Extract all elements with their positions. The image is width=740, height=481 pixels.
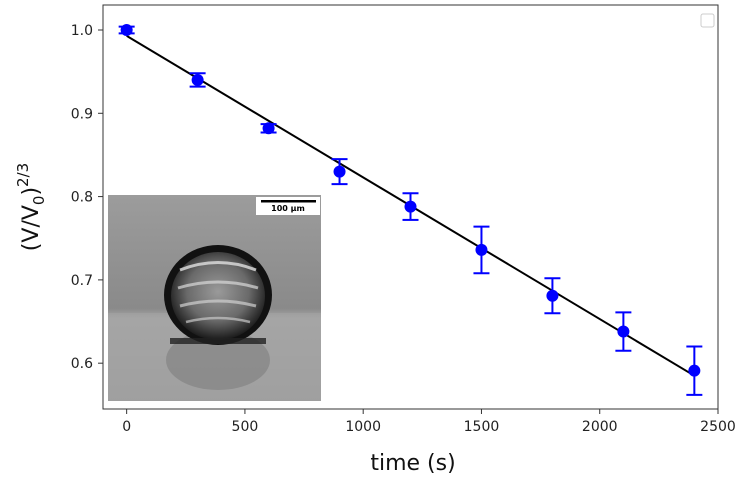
data-point (475, 243, 488, 256)
y-axis-title-main: (V/V (19, 205, 44, 251)
y-tick-label: 0.6 (71, 356, 93, 372)
y-tick-label: 0.7 (71, 273, 93, 289)
data-point (688, 364, 701, 377)
y-axis-title: (V/V0)2/3 (14, 163, 48, 251)
y-tick-label: 0.9 (71, 106, 93, 122)
scale-bar-label: 100 μm (271, 204, 305, 213)
data-point (333, 165, 346, 178)
y-tick-label: 0.8 (71, 190, 93, 206)
svg-text:(V/V0)2/3: (V/V0)2/3 (14, 163, 48, 251)
scale-bar (261, 200, 316, 203)
data-point (191, 73, 204, 86)
x-tick-label: 1500 (464, 419, 500, 435)
data-point (404, 200, 417, 213)
data-point (120, 23, 133, 36)
x-tick-label: 2000 (582, 419, 618, 435)
y-tick-label: 1.0 (71, 23, 93, 39)
x-tick-label: 500 (232, 419, 259, 435)
y-axis-ticks: 0.6 0.7 0.8 0.9 1.0 (71, 23, 103, 372)
data-points-layer (118, 23, 703, 396)
x-axis-ticks: 0 500 1000 1500 2000 2500 (122, 409, 736, 435)
x-tick-label: 2500 (700, 419, 736, 435)
data-point (546, 289, 559, 302)
x-tick-label: 1000 (345, 419, 381, 435)
y-axis-title-sub: 0 (30, 196, 48, 206)
y-axis-title-close: ) (19, 187, 44, 196)
y-axis-title-sup: 2/3 (14, 163, 32, 187)
data-point (617, 325, 630, 338)
data-point (262, 122, 275, 135)
x-axis-title: time (s) (370, 451, 455, 476)
legend-box (700, 13, 715, 28)
inset-micrograph: 100 μm (108, 195, 321, 401)
x-tick-label: 0 (122, 419, 131, 435)
